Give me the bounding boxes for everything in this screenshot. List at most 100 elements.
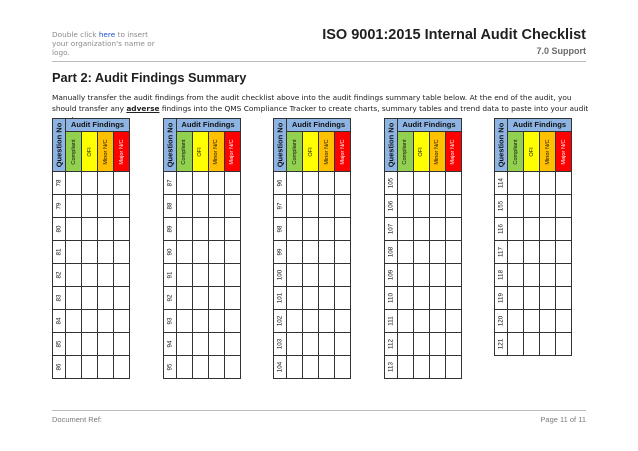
ofi-cell[interactable] [413, 241, 430, 264]
minor-nc-cell[interactable] [540, 310, 556, 333]
major-nc-cell[interactable] [445, 356, 462, 379]
major-nc-cell[interactable] [114, 310, 130, 333]
major-nc-cell[interactable] [445, 218, 462, 241]
major-nc-cell[interactable] [445, 333, 462, 356]
major-nc-cell[interactable] [114, 356, 130, 379]
minor-nc-cell[interactable] [98, 356, 114, 379]
ofi-cell[interactable] [82, 241, 98, 264]
major-nc-cell[interactable] [335, 241, 351, 264]
minor-nc-cell[interactable] [540, 195, 556, 218]
compliant-cell[interactable] [287, 218, 303, 241]
compliant-cell[interactable] [397, 356, 414, 379]
major-nc-cell[interactable] [335, 218, 351, 241]
major-nc-cell[interactable] [224, 264, 241, 287]
ofi-cell[interactable] [524, 195, 540, 218]
minor-nc-cell[interactable] [98, 172, 114, 195]
compliant-cell[interactable] [397, 172, 414, 195]
ofi-cell[interactable] [192, 310, 209, 333]
ofi-cell[interactable] [82, 356, 98, 379]
minor-nc-cell[interactable] [429, 287, 446, 310]
major-nc-cell[interactable] [335, 333, 351, 356]
compliant-cell[interactable] [287, 356, 303, 379]
compliant-cell[interactable] [397, 287, 414, 310]
minor-nc-cell[interactable] [208, 356, 225, 379]
major-nc-cell[interactable] [224, 287, 241, 310]
minor-nc-cell[interactable] [208, 310, 225, 333]
minor-nc-cell[interactable] [319, 356, 335, 379]
minor-nc-cell[interactable] [429, 218, 446, 241]
compliant-cell[interactable] [508, 218, 524, 241]
minor-nc-cell[interactable] [208, 195, 225, 218]
ofi-cell[interactable] [413, 356, 430, 379]
ofi-cell[interactable] [303, 241, 319, 264]
ofi-cell[interactable] [303, 195, 319, 218]
logo-insert-link[interactable]: here [98, 30, 116, 39]
compliant-cell[interactable] [508, 287, 524, 310]
minor-nc-cell[interactable] [429, 333, 446, 356]
compliant-cell[interactable] [508, 333, 524, 356]
major-nc-cell[interactable] [445, 310, 462, 333]
minor-nc-cell[interactable] [98, 310, 114, 333]
compliant-cell[interactable] [176, 287, 193, 310]
ofi-cell[interactable] [413, 310, 430, 333]
minor-nc-cell[interactable] [540, 241, 556, 264]
major-nc-cell[interactable] [335, 356, 351, 379]
major-nc-cell[interactable] [335, 172, 351, 195]
compliant-cell[interactable] [66, 287, 82, 310]
ofi-cell[interactable] [524, 264, 540, 287]
compliant-cell[interactable] [287, 264, 303, 287]
ofi-cell[interactable] [303, 172, 319, 195]
minor-nc-cell[interactable] [319, 218, 335, 241]
compliant-cell[interactable] [287, 241, 303, 264]
ofi-cell[interactable] [413, 218, 430, 241]
ofi-cell[interactable] [192, 218, 209, 241]
compliant-cell[interactable] [397, 195, 414, 218]
ofi-cell[interactable] [524, 241, 540, 264]
ofi-cell[interactable] [303, 264, 319, 287]
major-nc-cell[interactable] [556, 310, 572, 333]
ofi-cell[interactable] [82, 310, 98, 333]
major-nc-cell[interactable] [114, 287, 130, 310]
minor-nc-cell[interactable] [98, 218, 114, 241]
minor-nc-cell[interactable] [429, 310, 446, 333]
ofi-cell[interactable] [303, 218, 319, 241]
major-nc-cell[interactable] [335, 195, 351, 218]
ofi-cell[interactable] [413, 264, 430, 287]
minor-nc-cell[interactable] [319, 333, 335, 356]
compliant-cell[interactable] [176, 310, 193, 333]
ofi-cell[interactable] [413, 195, 430, 218]
compliant-cell[interactable] [66, 356, 82, 379]
compliant-cell[interactable] [66, 241, 82, 264]
ofi-cell[interactable] [303, 287, 319, 310]
compliant-cell[interactable] [176, 195, 193, 218]
minor-nc-cell[interactable] [319, 287, 335, 310]
ofi-cell[interactable] [303, 356, 319, 379]
compliant-cell[interactable] [287, 287, 303, 310]
minor-nc-cell[interactable] [429, 264, 446, 287]
minor-nc-cell[interactable] [208, 287, 225, 310]
compliant-cell[interactable] [66, 172, 82, 195]
major-nc-cell[interactable] [335, 310, 351, 333]
ofi-cell[interactable] [413, 287, 430, 310]
major-nc-cell[interactable] [335, 287, 351, 310]
minor-nc-cell[interactable] [208, 172, 225, 195]
ofi-cell[interactable] [192, 195, 209, 218]
compliant-cell[interactable] [287, 172, 303, 195]
minor-nc-cell[interactable] [208, 241, 225, 264]
ofi-cell[interactable] [303, 310, 319, 333]
minor-nc-cell[interactable] [540, 172, 556, 195]
minor-nc-cell[interactable] [208, 218, 225, 241]
compliant-cell[interactable] [176, 172, 193, 195]
minor-nc-cell[interactable] [98, 195, 114, 218]
compliant-cell[interactable] [397, 310, 414, 333]
minor-nc-cell[interactable] [98, 287, 114, 310]
ofi-cell[interactable] [192, 333, 209, 356]
ofi-cell[interactable] [82, 195, 98, 218]
ofi-cell[interactable] [192, 287, 209, 310]
compliant-cell[interactable] [508, 264, 524, 287]
compliant-cell[interactable] [176, 241, 193, 264]
minor-nc-cell[interactable] [319, 172, 335, 195]
compliant-cell[interactable] [176, 333, 193, 356]
ofi-cell[interactable] [413, 172, 430, 195]
ofi-cell[interactable] [524, 310, 540, 333]
